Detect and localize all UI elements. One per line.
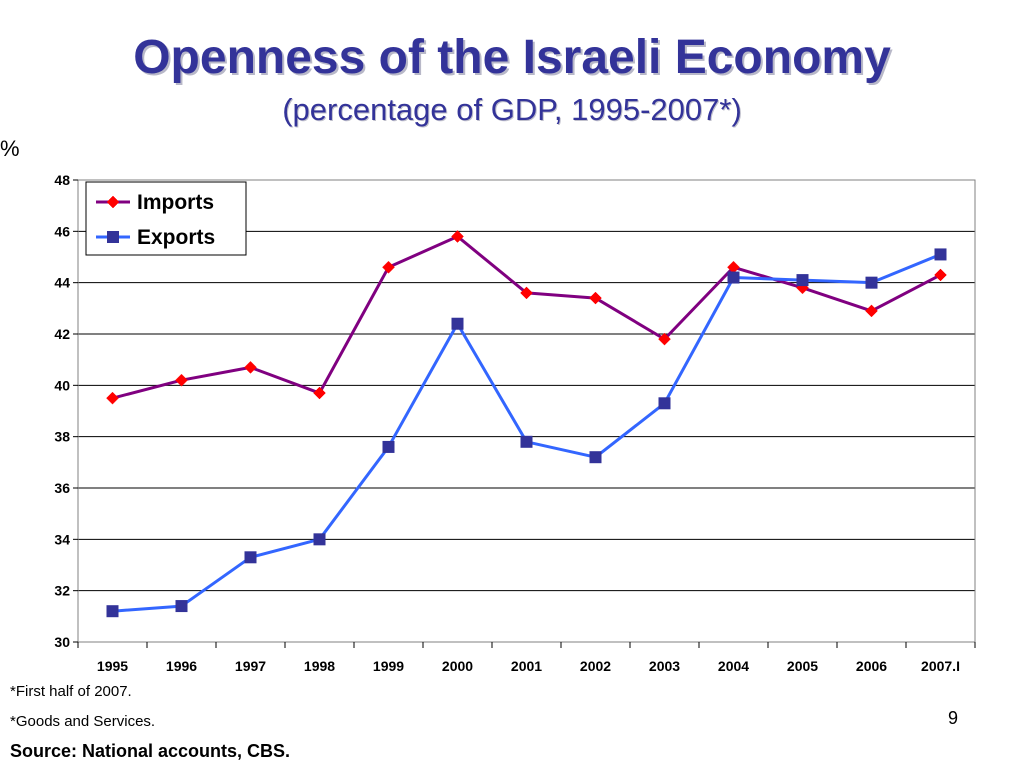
data-point [865, 304, 878, 318]
x-tick-label: 2002 [580, 658, 611, 674]
data-point [451, 230, 464, 243]
x-tick-label: 1999 [373, 658, 404, 674]
data-point [313, 533, 326, 546]
y-tick-label: 44 [54, 275, 70, 291]
x-tick-label: 1998 [304, 658, 335, 674]
plot-area-frame [77, 179, 976, 643]
legend-label: Imports [137, 191, 214, 214]
data-point [106, 605, 119, 618]
y-tick-label: 42 [54, 326, 70, 342]
data-point [520, 286, 533, 300]
y-axis-ticks: 30 32 34 36 38 40 42 44 46 48 [54, 172, 78, 650]
y-tick-label: 36 [54, 480, 70, 496]
data-point [175, 600, 188, 613]
x-tick-label: 2001 [511, 658, 542, 674]
series-line-imports [112, 234, 942, 400]
x-tick-label: 1996 [166, 658, 197, 674]
slide-subtitle: (percentage of GDP, 1995-2007*) [282, 92, 742, 127]
x-tick-label: 2005 [787, 658, 818, 674]
data-point [175, 373, 188, 387]
data-point [451, 317, 464, 330]
data-point [934, 248, 947, 261]
x-axis-ticks: 1995 1996 1997 1998 1999 2000 2001 2002 2003 2004… [77, 642, 976, 674]
data-point [727, 271, 740, 284]
x-tick-label: 1995 [97, 658, 128, 674]
data-point [313, 386, 326, 400]
legend: Imports Exports [85, 181, 247, 256]
y-tick-label: 38 [54, 429, 70, 445]
data-point [244, 551, 257, 564]
legend-swatch-marker [107, 231, 119, 243]
data-point [658, 332, 671, 346]
series-line-exports [112, 253, 942, 613]
footnote-first-half: *First half of 2007. [10, 683, 132, 700]
y-tick-label: 46 [54, 223, 70, 239]
y-tick-label: 48 [54, 172, 70, 188]
footnote-goods-services: *Goods and Services. [10, 713, 156, 730]
y-tick-label: 30 [54, 634, 70, 650]
series-exports [106, 248, 947, 618]
series [106, 230, 947, 618]
y-tick-label: 32 [54, 583, 70, 599]
x-tick-label: 2007.I [921, 658, 960, 674]
series-imports [106, 230, 947, 405]
slide-title: Openness of the Israeli Economy [133, 31, 891, 84]
legend-swatch-marker [106, 195, 120, 209]
x-tick-label: 2006 [856, 658, 887, 674]
y-axis-unit-label: % [0, 136, 20, 161]
x-tick-label: 2003 [649, 658, 680, 674]
source-note: Source: National accounts, CBS. [10, 741, 291, 761]
data-point [520, 435, 533, 448]
data-point [382, 260, 395, 274]
data-point [796, 274, 809, 287]
data-point [589, 291, 602, 305]
data-point [106, 391, 119, 405]
data-point [244, 361, 257, 374]
page-number: 9 [948, 708, 959, 728]
x-tick-label: 1997 [235, 658, 266, 674]
legend-label: Exports [137, 226, 215, 249]
y-tick-label: 34 [54, 531, 70, 547]
data-point [658, 397, 671, 410]
data-point [865, 276, 878, 289]
x-tick-label: 2004 [718, 658, 749, 674]
y-tick-label: 40 [54, 377, 70, 393]
data-point [382, 440, 395, 453]
x-tick-label: 2000 [442, 658, 473, 674]
data-point [589, 451, 602, 464]
data-point [934, 268, 947, 282]
